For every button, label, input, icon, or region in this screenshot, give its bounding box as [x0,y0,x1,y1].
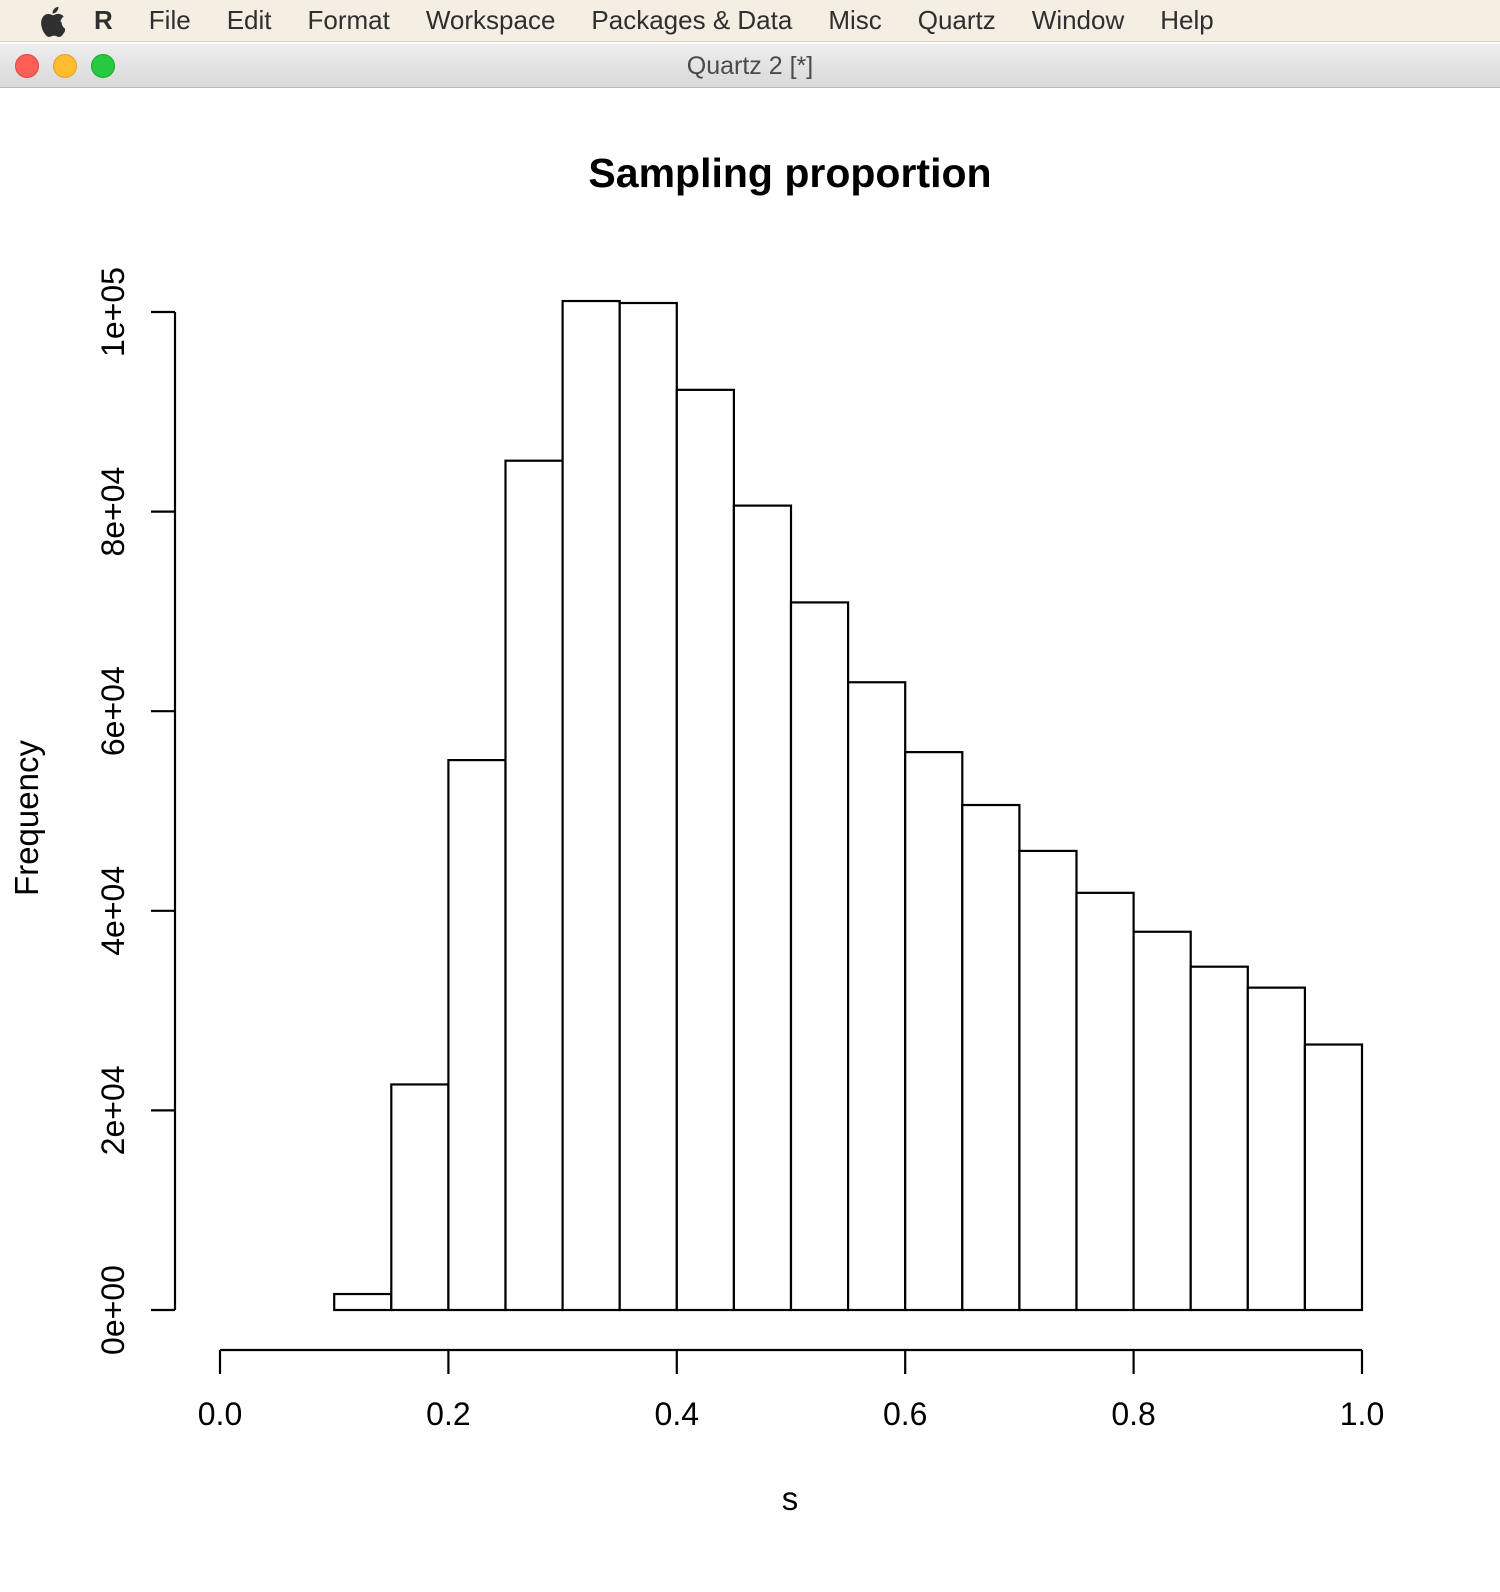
y-axis-label: Frequency [8,740,45,896]
menu-window[interactable]: Window [1031,5,1125,35]
x-tick-label: 0.4 [655,1396,699,1432]
window-titlebar[interactable]: Quartz 2 [*] [0,44,1500,88]
y-axis: 0e+00 2e+04 4e+04 6e+04 8e+04 1e+05 [95,267,177,1355]
x-axis: 0.0 0.2 0.4 0.6 0.8 1.0 [198,1348,1384,1432]
x-tick-label: 0.0 [198,1396,242,1432]
histogram-bar [618,301,678,1312]
histogram-bar [732,504,793,1312]
histogram-bar [904,751,964,1312]
menu-help[interactable]: Help [1160,5,1214,35]
histogram-bar [846,681,907,1312]
histogram-bar [561,299,621,1312]
x-tick-label: 0.6 [883,1396,927,1432]
x-tick-label: 1.0 [1340,1396,1384,1432]
menu-workspace[interactable]: Workspace [425,5,556,35]
histogram-bar [333,1292,393,1312]
y-tick-label: 2e+04 [95,1065,131,1155]
close-window-button[interactable] [15,54,39,78]
chart-title: Sampling proportion [588,150,991,196]
apple-logo-icon[interactable] [38,4,66,38]
histogram-bar [1018,849,1078,1312]
histogram-bars [333,299,1364,1312]
menu-file[interactable]: File [148,5,191,35]
menu-packages-data[interactable]: Packages & Data [591,5,793,35]
y-tick-label: 1e+05 [95,267,131,357]
histogram-bar [1189,965,1249,1312]
window-title: Quartz 2 [*] [686,52,814,80]
menu-quartz[interactable]: Quartz [917,5,996,35]
histogram-bar [675,388,735,1312]
histogram-bar [504,459,564,1312]
histogram-bar [1075,891,1135,1312]
maximize-window-button[interactable] [91,54,115,78]
histogram-bar [1303,1043,1364,1312]
menu-format[interactable]: Format [307,5,390,35]
histogram-chart: Sampling proportion Frequency s 0e+00 2e+… [8,150,1384,1517]
histogram-bar [789,601,850,1312]
x-axis-label: s [782,1480,799,1517]
histogram-bar [390,1083,450,1312]
minimize-window-button[interactable] [53,54,77,78]
menu-misc[interactable]: Misc [828,5,882,35]
menu-edit[interactable]: Edit [226,5,272,35]
menu-app-name[interactable]: R [94,5,113,35]
plot-canvas: Sampling proportion Frequency s 0e+00 2e+… [0,88,1500,1587]
y-tick-label: 6e+04 [95,666,131,756]
y-tick-label: 0e+00 [95,1265,131,1355]
x-tick-label: 0.2 [426,1396,470,1432]
y-tick-label: 8e+04 [95,467,131,557]
x-tick-label: 0.8 [1111,1396,1155,1432]
histogram-bar [1132,930,1192,1312]
y-tick-label: 4e+04 [95,866,131,956]
menu-bar: R File Edit Format Workspace Packages & … [0,0,1500,42]
histogram-bar [961,803,1021,1312]
histogram-bar [447,759,507,1312]
histogram-bar [1246,986,1307,1312]
